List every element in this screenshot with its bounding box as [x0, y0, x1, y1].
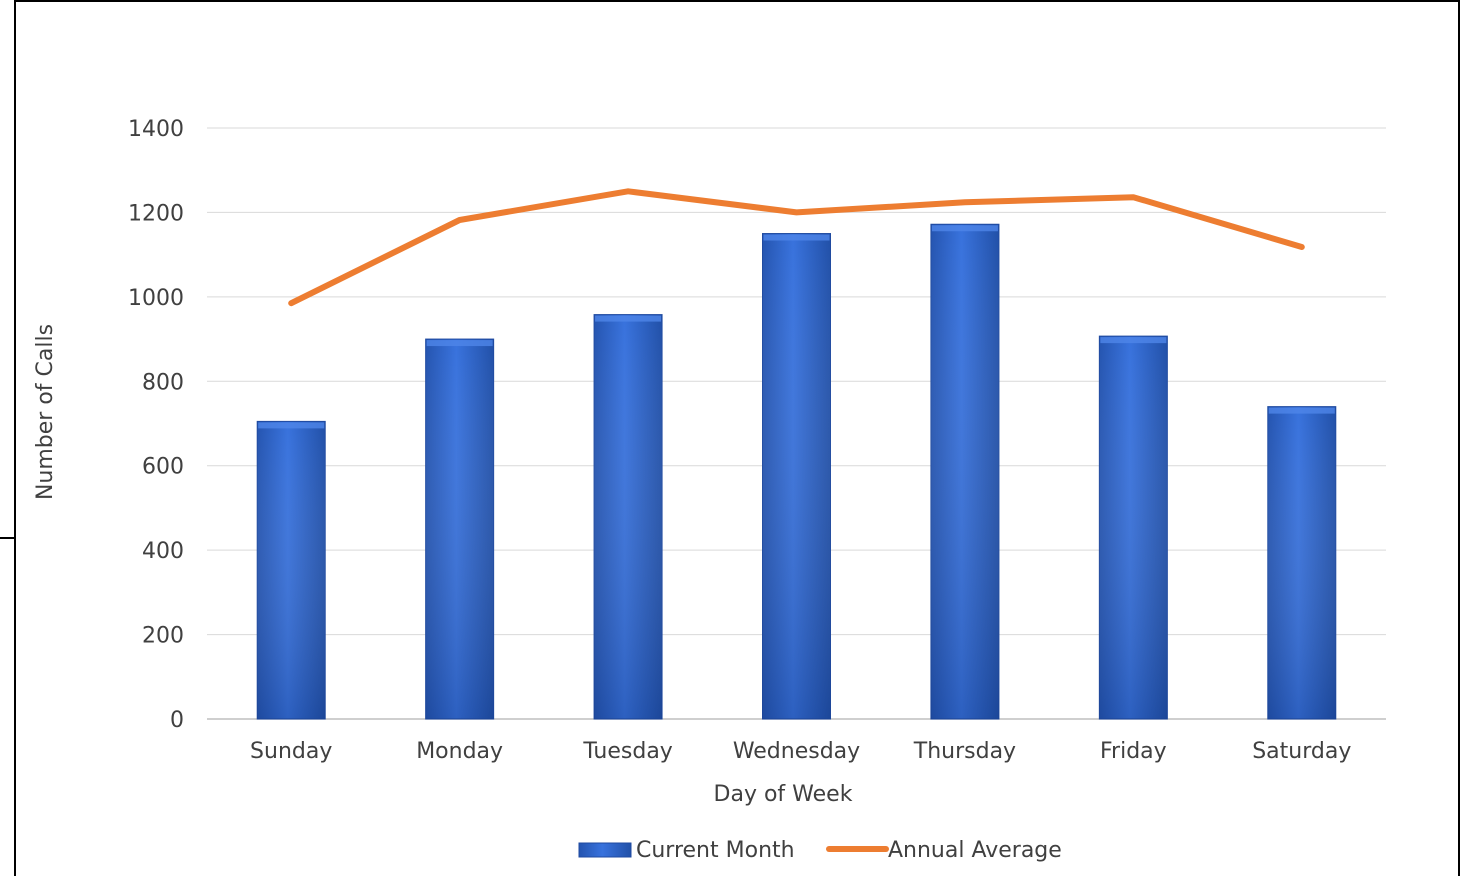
- x-tick-label: Wednesday: [733, 739, 860, 764]
- x-tick-label: Thursday: [913, 739, 1016, 764]
- y-tick-label: 800: [142, 370, 184, 395]
- bar-cap: [763, 234, 830, 241]
- x-axis-title: Day of Week: [714, 782, 853, 807]
- y-tick-label: 0: [170, 708, 184, 733]
- x-tick-label: Saturday: [1252, 739, 1351, 764]
- bar-cap: [1100, 337, 1167, 344]
- y-tick-label: 600: [142, 455, 184, 480]
- x-tick-label: Monday: [416, 739, 503, 764]
- bar-series: [256, 223, 1337, 720]
- bar-shade: [257, 421, 326, 719]
- legend: Current Month Annual Average: [578, 838, 1062, 863]
- bar-cap: [258, 422, 325, 429]
- x-tick-label: Sunday: [250, 739, 332, 764]
- y-tick-label: 1400: [128, 117, 184, 142]
- legend-label-annual-average: Annual Average: [888, 838, 1062, 863]
- bar-shade: [425, 339, 494, 719]
- x-tick-label: Friday: [1100, 739, 1167, 764]
- line-series: [288, 188, 1305, 307]
- bar-shade: [930, 224, 999, 719]
- y-tick-label: 1200: [128, 201, 184, 226]
- bar-shade: [594, 314, 663, 719]
- x-axis-ticks: Sunday Monday Tuesday Wednesday Thursday Frid…: [250, 739, 1351, 764]
- y-axis-ticks: 0 200 400 600 800 1000 1200 1400: [128, 117, 184, 733]
- bar-shade: [762, 233, 831, 720]
- x-tick-label: Tuesday: [582, 739, 673, 764]
- bar-cap: [1268, 407, 1335, 414]
- legend-label-current-month: Current Month: [636, 838, 795, 863]
- y-tick-label: 200: [142, 624, 184, 649]
- chart-border: [14, 0, 1460, 876]
- bar-cap: [595, 315, 662, 322]
- legend-swatch-current-month: [578, 842, 632, 858]
- bar-cap: [426, 340, 493, 347]
- y-axis-title: Number of Calls: [33, 324, 58, 500]
- y-tick-label: 1000: [128, 286, 184, 311]
- annual-average-line: [288, 188, 1305, 307]
- bar-shade: [1267, 406, 1336, 719]
- bar-cap: [931, 225, 998, 232]
- y-tick-label: 400: [142, 539, 184, 564]
- bar-shade: [1099, 336, 1168, 719]
